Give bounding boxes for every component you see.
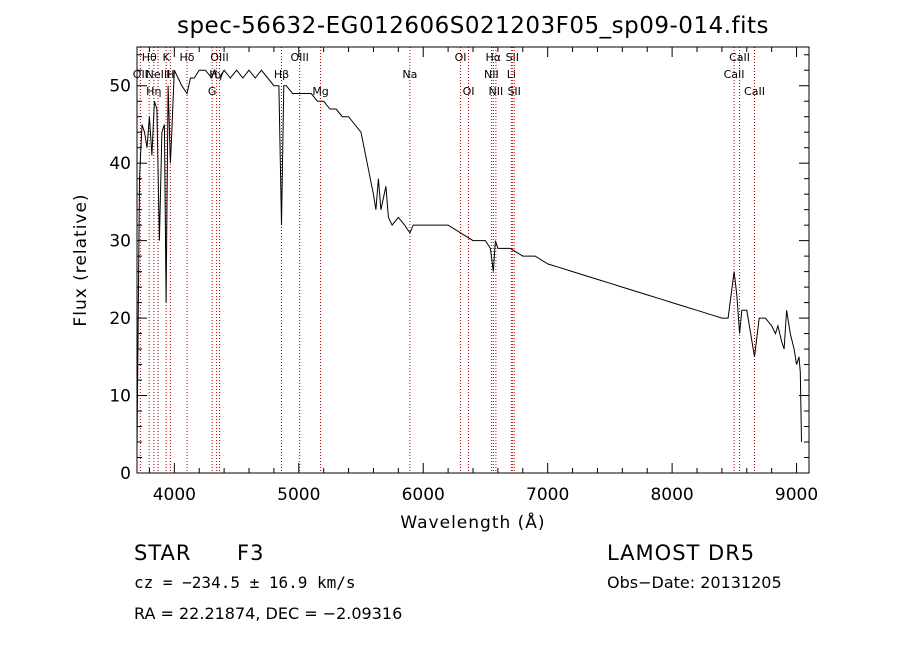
line-marker-label-14: OI bbox=[455, 51, 467, 64]
x-tick-label-5: 9000 bbox=[775, 485, 818, 505]
line-marker-label-12: Mg bbox=[312, 85, 328, 98]
x-tick-label-2: 6000 bbox=[402, 485, 445, 505]
x-tick-label-1: 5000 bbox=[277, 485, 320, 505]
line-marker-label-18: NII bbox=[489, 85, 504, 98]
coordinates: RA = 22.21874, DEC = −2.09316 bbox=[134, 604, 403, 623]
line-marker-label-21: SII bbox=[507, 85, 520, 98]
y-tick-label-2: 20 bbox=[109, 309, 131, 329]
line-marker-label-9: OIII bbox=[210, 51, 228, 64]
plot-frame bbox=[136, 46, 810, 474]
line-marker-label-16: NII bbox=[484, 68, 499, 81]
line-marker-label-13: Na bbox=[402, 68, 417, 81]
y-tick-label-5: 50 bbox=[109, 77, 131, 97]
line-marker-label-10: Hβ bbox=[274, 68, 289, 81]
line-marker-label-17: Hα bbox=[486, 51, 502, 64]
line-marker-label-5: H bbox=[166, 68, 174, 81]
line-marker-label-11: OIII bbox=[290, 51, 308, 64]
y-axis-label: Flux (relative) bbox=[71, 193, 91, 326]
y-tick-label-1: 10 bbox=[109, 387, 131, 407]
y-tick-label-0: 0 bbox=[120, 464, 131, 484]
object-class: STAR bbox=[134, 541, 192, 565]
chart-title: spec-56632-EG012606S021203F05_sp09-014.f… bbox=[177, 13, 769, 39]
object-subclass: F3 bbox=[237, 541, 265, 565]
y-axis: 0 10 20 30 40 50 bbox=[109, 54, 809, 484]
survey-name: LAMOST DR5 bbox=[607, 541, 756, 565]
x-tick-label-4: 8000 bbox=[650, 485, 693, 505]
line-marker-label-2: Hη bbox=[146, 85, 161, 98]
x-axis: 4000 5000 6000 7000 8000 9000 bbox=[148, 47, 818, 505]
x-tick-label-3: 7000 bbox=[526, 485, 569, 505]
line-marker-label-23: CaII bbox=[729, 51, 750, 64]
line-marker-label-20: SII bbox=[506, 51, 519, 64]
line-marker-label-22: CaII bbox=[724, 68, 745, 81]
line-marker-label-15: OI bbox=[463, 85, 475, 98]
redshift-velocity: cz = −234.5 ± 16.9 km/s bbox=[134, 573, 356, 592]
line-marker-label-19: Li bbox=[507, 68, 516, 81]
y-tick-label-3: 30 bbox=[109, 232, 131, 252]
line-marker-label-4: K bbox=[163, 51, 171, 64]
line-marker-label-6: Hδ bbox=[180, 51, 195, 64]
line-marker-label-1: Hθ bbox=[142, 51, 157, 64]
line-marker-label-8: Hγ bbox=[209, 68, 224, 81]
line-marker-label-24: CaII bbox=[744, 85, 765, 98]
line-markers: OIIHθHηNeIIIKHHδGHγOIIIHβOIIIMgNaOIOINII… bbox=[133, 47, 765, 473]
y-tick-label-4: 40 bbox=[109, 154, 131, 174]
line-marker-label-7: G bbox=[208, 85, 217, 98]
observation-date: Obs−Date: 20131205 bbox=[607, 573, 782, 592]
x-axis-label: Wavelength (Å) bbox=[400, 511, 545, 533]
spectrum-line bbox=[136, 68, 802, 450]
line-marker-label-3: NeIII bbox=[146, 68, 171, 81]
x-tick-label-0: 4000 bbox=[153, 485, 196, 505]
